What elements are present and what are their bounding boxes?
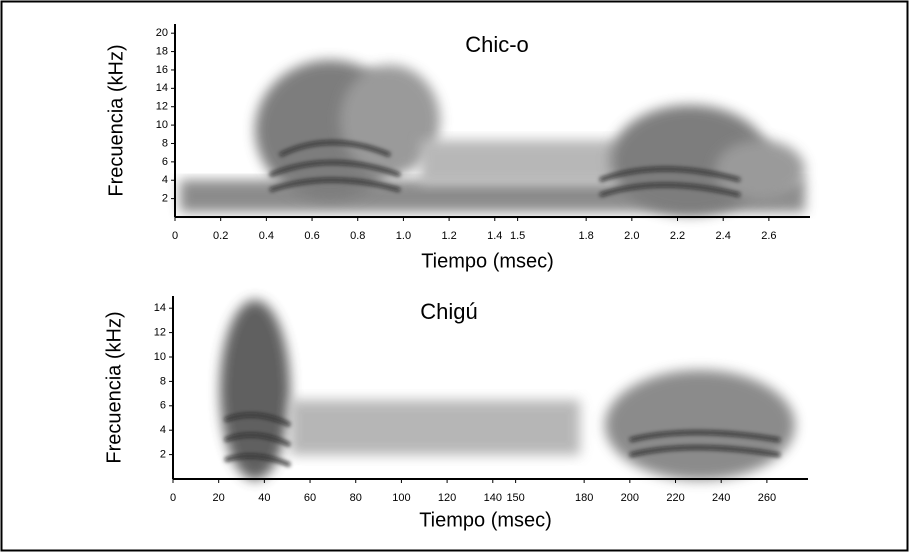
x-tick-label: 0.6 (304, 230, 319, 242)
x-tick-label: 220 (666, 492, 684, 504)
y-tick-label: 12 (154, 327, 166, 339)
y-tick-label: 2 (160, 449, 166, 461)
x-axis-label: Tiempo (msec) (419, 509, 552, 531)
y-tick-label: 12 (156, 101, 168, 113)
x-tick-label: 60 (304, 492, 316, 504)
x-tick-label: 240 (712, 492, 730, 504)
chart-title: Chigú (420, 299, 477, 324)
y-tick-label: 4 (162, 174, 168, 186)
x-tick-label: 0.2 (213, 230, 228, 242)
x-tick-label: 2.4 (716, 230, 731, 242)
y-tick-label: 8 (162, 137, 168, 149)
x-tick-label: 0 (170, 492, 176, 504)
x-tick-label: 0 (172, 230, 178, 242)
x-tick-label: 120 (438, 492, 456, 504)
y-tick-label: 20 (156, 27, 168, 39)
x-tick-label: 1.0 (396, 230, 411, 242)
x-tick-label: 2.2 (670, 230, 685, 242)
x-tick-label: 80 (350, 492, 362, 504)
y-tick-label: 6 (160, 400, 166, 412)
x-axis-label: Tiempo (msec) (421, 250, 554, 272)
x-tick-label: 140 (484, 492, 502, 504)
y-tick-label: 8 (160, 375, 166, 387)
y-tick-label: 4 (160, 424, 166, 436)
chart-title: Chic-o (465, 32, 529, 57)
x-tick-label: 260 (758, 492, 776, 504)
y-tick-label: 14 (154, 302, 166, 314)
x-tick-label: 200 (621, 492, 639, 504)
x-tick-label: 0.8 (350, 230, 365, 242)
x-tick-label: 150 (506, 492, 524, 504)
x-tick-label: 2.6 (761, 230, 776, 242)
x-tick-label: 1.8 (579, 230, 594, 242)
x-tick-label: 40 (258, 492, 270, 504)
x-tick-label: 20 (213, 492, 225, 504)
x-tick-label: 2.0 (624, 230, 639, 242)
y-axis-label: Frecuencia (kHz) (105, 44, 127, 196)
x-tick-label: 100 (392, 492, 410, 504)
y-tick-label: 6 (162, 156, 168, 168)
spectrogram (220, 300, 795, 480)
x-tick-label: 1.2 (441, 230, 456, 242)
x-tick-label: 1.5 (510, 230, 525, 242)
y-tick-label: 10 (156, 119, 168, 131)
y-tick-label: 18 (156, 45, 168, 57)
y-tick-label: 14 (156, 82, 168, 94)
x-tick-label: 180 (575, 492, 593, 504)
y-axis-label: Frecuencia (kHz) (103, 311, 125, 463)
spectrogram (180, 60, 805, 215)
x-tick-label: 1.4 (487, 230, 502, 242)
y-tick-label: 16 (156, 64, 168, 76)
y-tick-label: 10 (154, 351, 166, 363)
x-tick-label: 0.4 (259, 230, 274, 242)
y-tick-label: 2 (162, 193, 168, 205)
